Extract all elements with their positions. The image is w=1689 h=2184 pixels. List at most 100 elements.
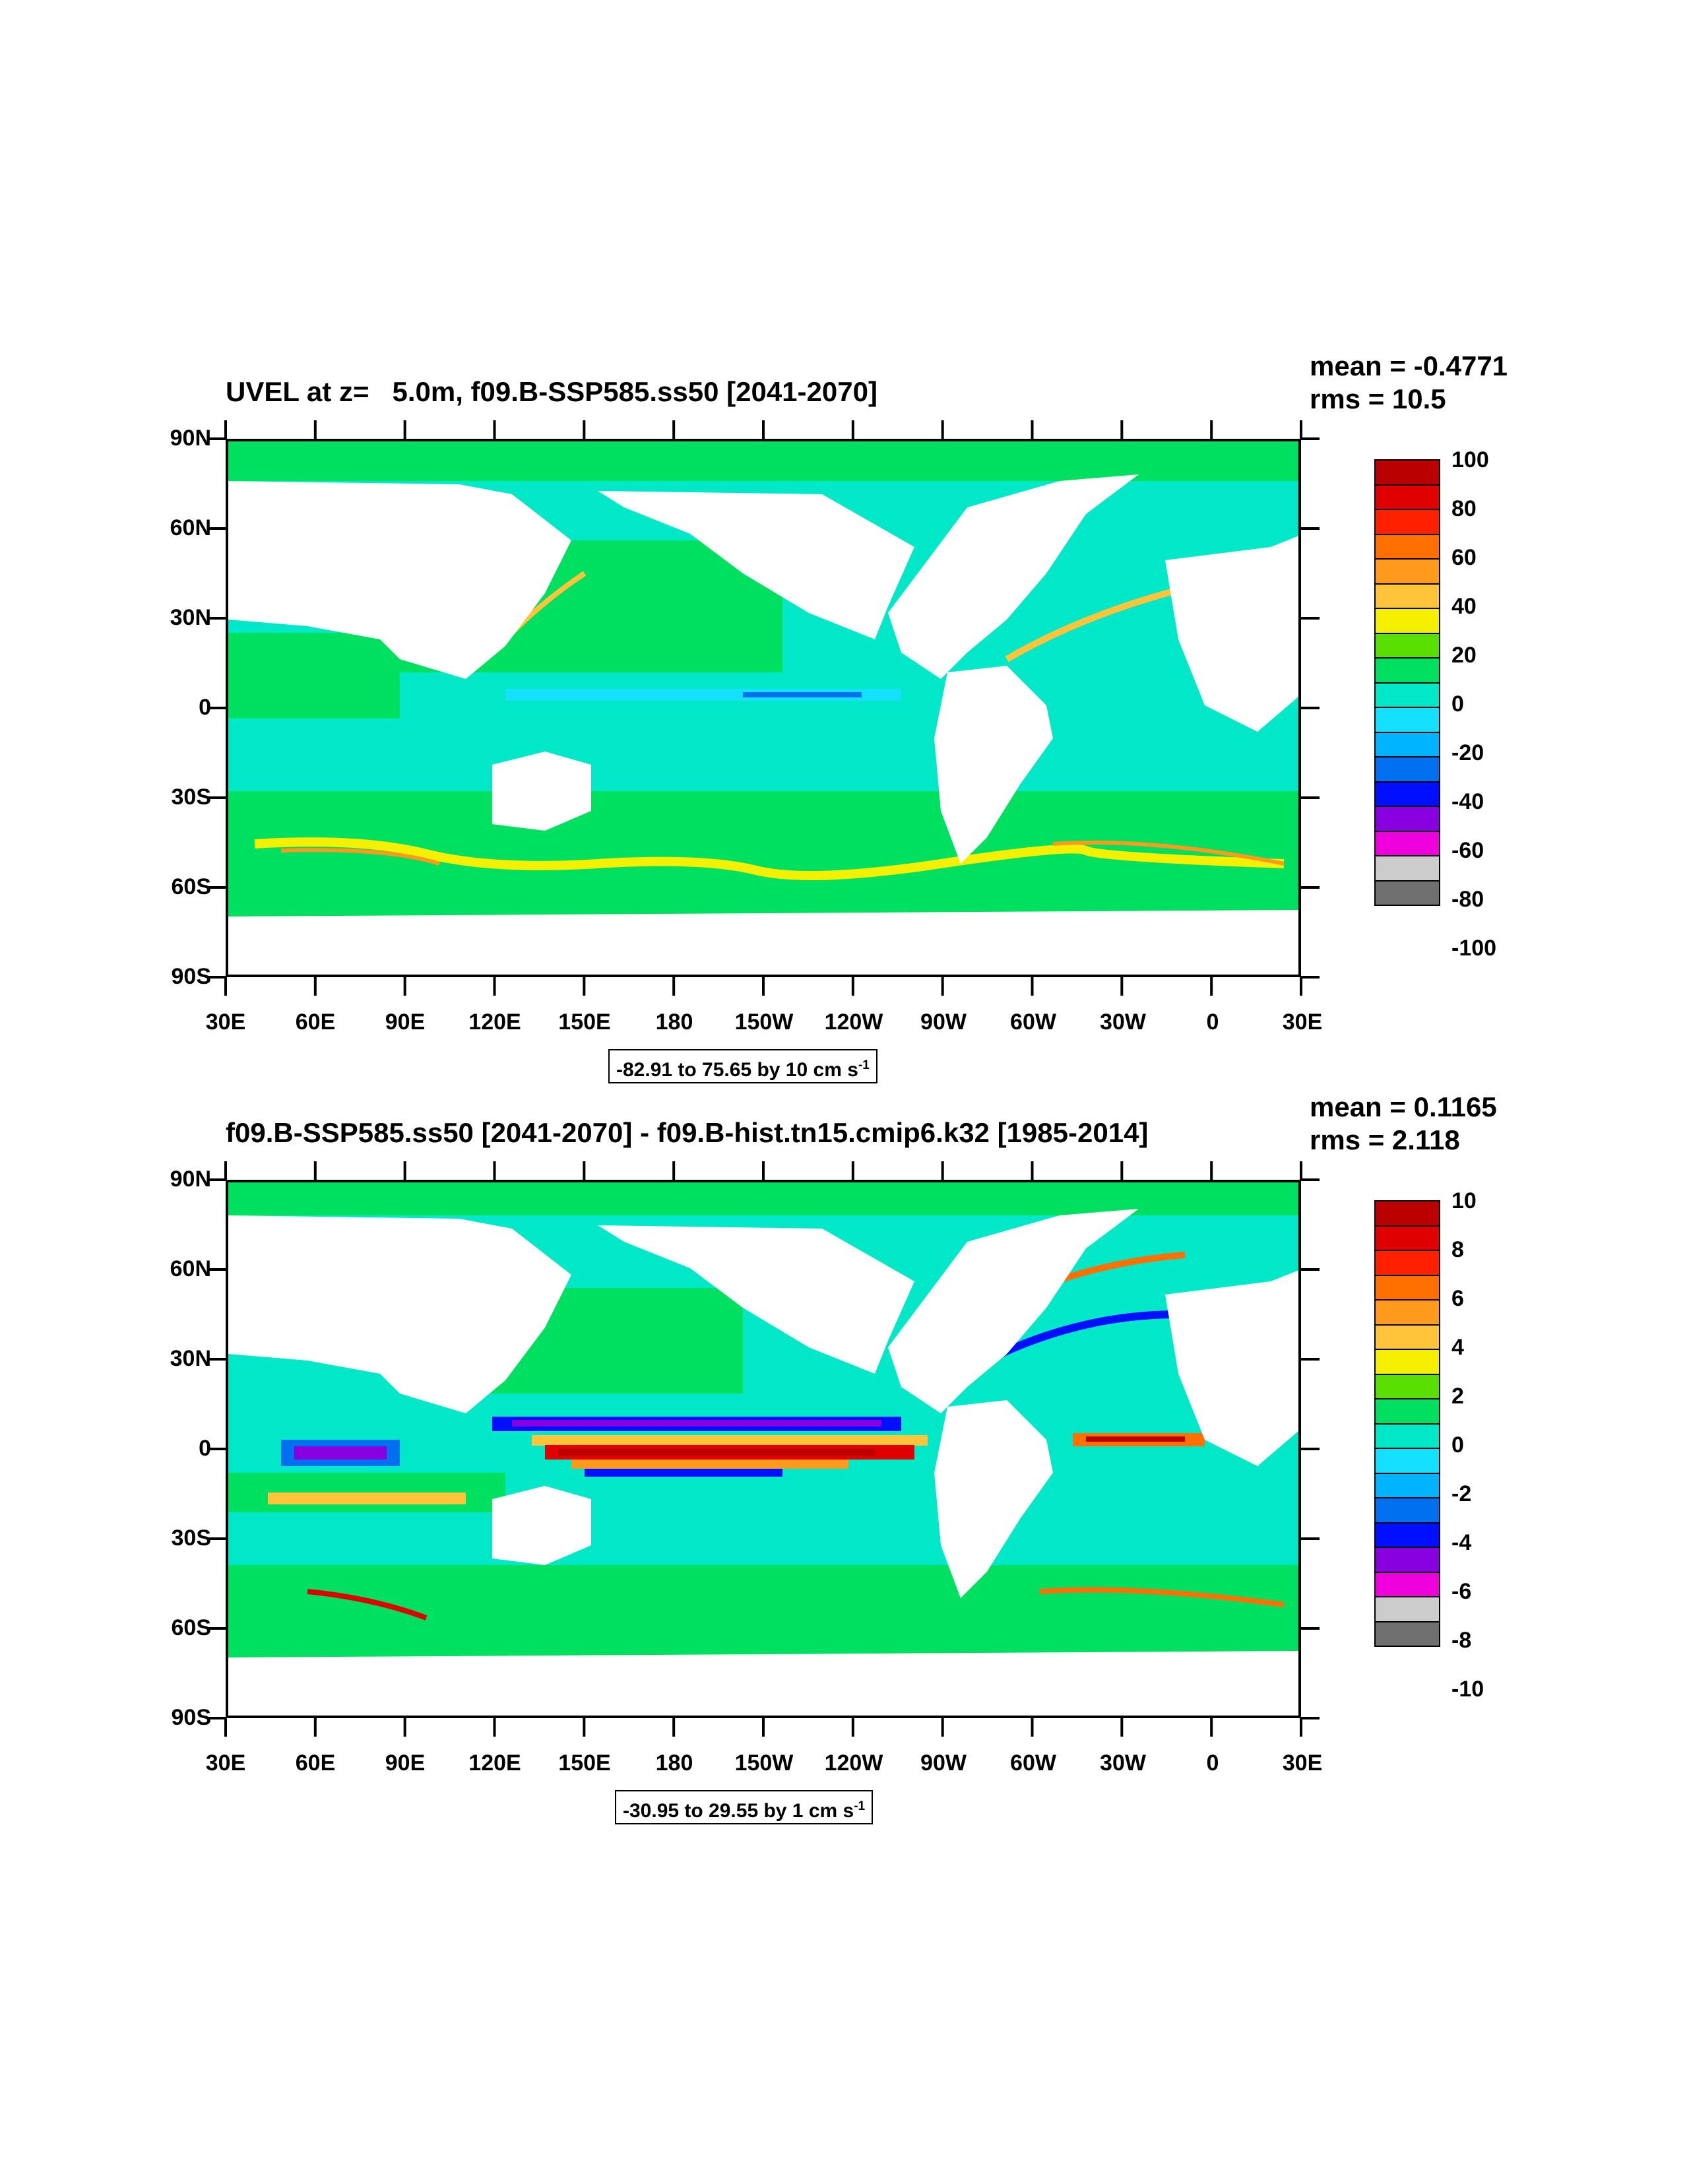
colorbar-swatch [1374, 558, 1440, 583]
x-label: 120E [468, 1010, 521, 1035]
x-label: 60W [1010, 1750, 1056, 1776]
colorbar-swatch [1374, 756, 1440, 781]
y-label-90s: 90S [171, 1705, 212, 1730]
colorbar-swatch [1374, 682, 1440, 707]
colorbar-swatch [1374, 1398, 1440, 1423]
x-label: 30E [205, 1750, 246, 1776]
x-label: 150W [734, 1010, 794, 1035]
contour-info: -82.91 to 75.65 by 10 cm s [616, 1059, 858, 1081]
colorbar-label: -10 [1451, 1677, 1484, 1702]
colorbar-label: -4 [1451, 1530, 1472, 1555]
colorbar-label: 100 [1451, 447, 1489, 472]
colorbar-swatch [1374, 1621, 1440, 1647]
x-label: 30W [1100, 1750, 1146, 1776]
colorbar-label: 10 [1451, 1188, 1477, 1213]
stats: mean = -0.4771 rms = 10.5 [1310, 350, 1508, 416]
ocean-field [228, 1182, 1298, 1716]
x-label: 30E [205, 1010, 246, 1035]
x-label: 150E [558, 1750, 611, 1776]
y-label-90n: 90N [170, 426, 211, 451]
colorbar-label: 80 [1451, 496, 1477, 521]
colorbar-label: -2 [1451, 1481, 1472, 1506]
colorbar-swatch [1374, 1324, 1440, 1349]
colorbar-swatch [1374, 1423, 1440, 1448]
y-label-90n: 90N [170, 1167, 211, 1192]
colorbar-swatch [1374, 806, 1440, 831]
unit-exponent: -1 [854, 1799, 866, 1813]
colorbar-swatch [1374, 1274, 1440, 1299]
colorbar-swatch [1374, 731, 1440, 756]
y-label-0: 0 [199, 1436, 211, 1461]
colorbar-swatch [1374, 1547, 1440, 1572]
y-label-30n: 30N [170, 1346, 211, 1371]
x-label: 120W [824, 1010, 883, 1035]
colorbar-swatch [1374, 509, 1440, 534]
y-label-30s: 30S [171, 785, 212, 810]
colorbar-swatch [1374, 1200, 1440, 1225]
colorbar-label: -80 [1451, 887, 1484, 912]
y-label-90s: 90S [171, 964, 212, 989]
x-label: 60W [1010, 1010, 1056, 1035]
colorbar-label: -40 [1451, 789, 1484, 814]
x-label: 90E [385, 1750, 426, 1776]
colorbar-swatch [1374, 880, 1440, 906]
colorbar-label: 0 [1451, 691, 1464, 717]
mean-value: mean = -0.4771 [1310, 350, 1508, 381]
x-label: 90W [920, 1750, 967, 1776]
y-label-60n: 60N [170, 1256, 211, 1281]
x-label: 180 [655, 1010, 693, 1035]
colorbar-swatch [1374, 1448, 1440, 1473]
colorbar-swatch [1374, 484, 1440, 509]
x-label: 90W [920, 1010, 967, 1035]
colorbar-swatch [1374, 1596, 1440, 1621]
colorbar-label: 0 [1451, 1432, 1464, 1458]
colorbar-label: -20 [1451, 740, 1484, 765]
colorbar-label: 60 [1451, 545, 1477, 570]
colorbar-swatch [1374, 608, 1440, 633]
colorbar-swatch [1374, 583, 1440, 608]
colorbar-label: 40 [1451, 594, 1477, 619]
stats: mean = 0.1165 rms = 2.118 [1310, 1091, 1497, 1157]
x-label: 30E [1282, 1750, 1323, 1776]
colorbar-label: 8 [1451, 1237, 1464, 1262]
colorbar-label: -8 [1451, 1628, 1472, 1653]
y-label-30s: 30S [171, 1526, 212, 1551]
x-label: 150E [558, 1010, 611, 1035]
colorbar-swatch [1374, 1472, 1440, 1497]
x-label: 120E [468, 1750, 521, 1776]
colorbar-swatch [1374, 707, 1440, 732]
map-plot [226, 439, 1301, 977]
rms-value: rms = 10.5 [1310, 383, 1446, 414]
colorbar-swatch [1374, 1373, 1440, 1398]
y-label-60n: 60N [170, 515, 211, 540]
colorbar-swatch [1374, 533, 1440, 558]
map-plot [226, 1180, 1301, 1718]
panel-title: f09.B-SSP585.ss50 [2041-2070] - f09.B-hi… [226, 1117, 1149, 1148]
colorbar-swatch [1374, 781, 1440, 806]
unit-exponent: -1 [858, 1058, 870, 1072]
x-label: 150W [734, 1750, 794, 1776]
colorbar-swatch [1374, 657, 1440, 682]
colorbar-swatch [1374, 1349, 1440, 1374]
y-label-0: 0 [199, 695, 211, 720]
colorbar-swatch [1374, 1497, 1440, 1522]
y-label-60s: 60S [171, 874, 212, 899]
colorbar-swatch [1374, 459, 1440, 484]
panel-title: UVEL at z= 5.0m, f09.B-SSP585.ss50 [2041… [226, 376, 877, 407]
colorbar-label: 20 [1451, 643, 1477, 668]
axis-ticks [207, 1161, 1320, 1737]
x-label: 30E [1282, 1010, 1323, 1035]
colorbar-swatch [1374, 1571, 1440, 1596]
contour-info-box: -82.91 to 75.65 by 10 cm s-1 [608, 1049, 877, 1083]
colorbar [1374, 1200, 1440, 1647]
x-label: 60E [295, 1750, 336, 1776]
x-label: 180 [655, 1750, 693, 1776]
colorbar-swatch [1374, 632, 1440, 657]
x-label: 120W [824, 1750, 883, 1776]
rms-value: rms = 2.118 [1310, 1124, 1460, 1155]
colorbar-label: -6 [1451, 1579, 1472, 1604]
colorbar [1374, 459, 1440, 906]
colorbar-swatch [1374, 1299, 1440, 1324]
x-label: 0 [1206, 1750, 1219, 1776]
ocean-field [228, 441, 1298, 975]
